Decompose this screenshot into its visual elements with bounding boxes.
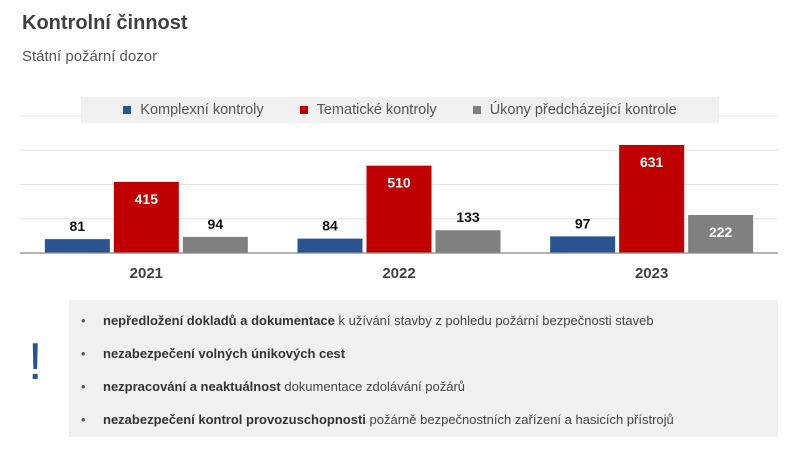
item-text: dokumentace zdolávání požárů xyxy=(280,379,466,394)
findings-list: nepředložení dokladů a dokumentace k uží… xyxy=(69,304,778,436)
bar xyxy=(619,144,685,253)
chart-legend: Komplexní kontroly Tematické kontroly Úk… xyxy=(81,97,719,123)
legend-label: Komplexní kontroly xyxy=(140,102,264,118)
page-title: Kontrolní činnost xyxy=(22,12,188,34)
legend-label: Úkony předcházející kontrole xyxy=(489,102,677,118)
data-label: 97 xyxy=(575,215,591,231)
bar xyxy=(44,239,110,253)
legend-swatch xyxy=(299,106,308,114)
exclamation-icon: ! xyxy=(28,333,43,391)
data-label: 631 xyxy=(640,154,664,170)
data-label: 94 xyxy=(208,216,224,232)
legend-item: Komplexní kontroly xyxy=(123,102,264,118)
item-text: požárně bezpečnostních zařízení a hasicí… xyxy=(365,412,674,427)
item-bold: nezpracování a neaktuálnost xyxy=(103,379,281,394)
data-label: 415 xyxy=(135,191,159,207)
bar xyxy=(113,181,179,253)
list-item: nezabezpečení volných únikových cest xyxy=(81,337,778,370)
legend-swatch xyxy=(472,106,481,114)
legend-item: Tematické kontroly xyxy=(299,102,437,118)
legend-item: Úkony předcházející kontrole xyxy=(472,102,677,118)
bar xyxy=(182,236,248,253)
bar xyxy=(550,236,616,253)
bar-chart: 81 415 94 2021 84 510 133 2022 97 631 222 2023 xyxy=(20,115,778,282)
data-label: 84 xyxy=(322,218,338,234)
x-tick-label: 2022 xyxy=(382,265,415,282)
x-tick-label: 2023 xyxy=(635,265,668,282)
bar xyxy=(435,230,501,253)
bar xyxy=(366,165,432,253)
data-label: 222 xyxy=(709,224,733,240)
page-subtitle: Státní požární dozor xyxy=(22,48,158,65)
item-bold: nezabezpečení kontrol provozuschopnosti xyxy=(103,412,366,427)
findings-box: nepředložení dokladů a dokumentace k uží… xyxy=(69,300,778,437)
x-tick-label: 2021 xyxy=(130,265,163,282)
legend-swatch xyxy=(123,106,132,114)
item-bold: nepředložení dokladů a dokumentace xyxy=(103,313,335,328)
data-label: 81 xyxy=(70,218,86,234)
list-item: nezabezpečení kontrol provozuschopnosti … xyxy=(81,403,778,436)
item-text: k užívání stavby z pohledu požární bezpe… xyxy=(334,313,654,328)
list-item: nezpracování a neaktuálnost dokumentace … xyxy=(81,370,778,403)
list-item: nepředložení dokladů a dokumentace k uží… xyxy=(81,304,778,337)
legend-label: Tematické kontroly xyxy=(316,102,437,118)
data-label: 133 xyxy=(456,209,480,225)
data-label: 510 xyxy=(387,175,411,191)
item-bold: nezabezpečení volných únikových cest xyxy=(103,346,346,361)
bar xyxy=(297,238,363,253)
bar xyxy=(688,214,754,253)
